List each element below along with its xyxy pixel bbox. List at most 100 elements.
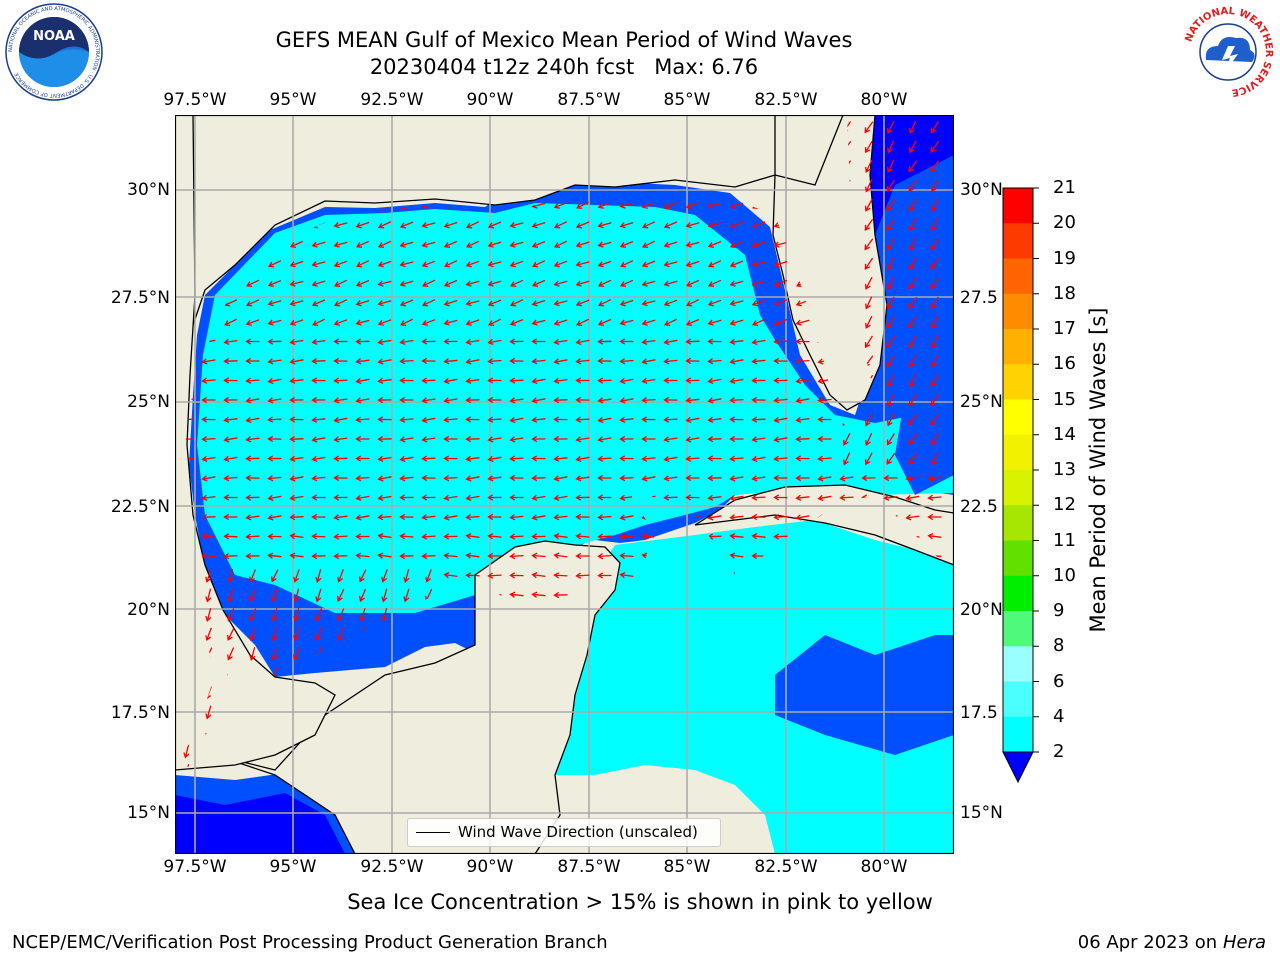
wind-wave-arrow: [201, 416, 216, 423]
wind-wave-arrow: [465, 552, 480, 559]
wind-wave-arrow: [487, 513, 502, 521]
wind-wave-arrow: [249, 647, 256, 662]
wind-wave-arrow: [267, 377, 282, 385]
wind-wave-arrow: [443, 299, 458, 307]
wind-wave-arrow: [355, 552, 370, 559]
wind-wave-arrow: [664, 201, 678, 209]
wind-wave-arrow: [641, 338, 656, 345]
wind-wave-arrow: [333, 279, 348, 287]
wind-wave-arrow: [842, 432, 851, 446]
wind-wave-arrow: [663, 455, 678, 463]
wind-wave-arrow: [487, 533, 502, 540]
wind-wave-arrow: [487, 241, 502, 248]
wind-wave-arrow: [707, 397, 722, 404]
wind-wave-arrow: [289, 475, 304, 482]
wind-wave-arrow: [707, 222, 722, 229]
wind-wave-arrow: [887, 276, 895, 291]
wind-wave-arrow: [751, 436, 766, 443]
wind-wave-arrow: [465, 221, 480, 229]
wind-wave-arrow: [377, 513, 392, 521]
wind-wave-arrow: [729, 533, 744, 540]
wind-wave-arrow: [333, 474, 348, 482]
wind-wave-arrow: [553, 319, 568, 326]
wind-wave-arrow: [355, 455, 370, 462]
wind-wave-arrow: [773, 377, 788, 384]
wind-wave-arrow: [333, 416, 348, 424]
wind-wave-arrow: [597, 474, 612, 482]
wind-wave-arrow: [597, 202, 612, 209]
wind-wave-arrow: [773, 241, 788, 248]
wind-wave-arrow: [619, 494, 634, 501]
wind-wave-arrow: [886, 238, 895, 251]
wind-wave-arrow: [465, 260, 480, 268]
lon-tick-top-3: 90°W: [466, 90, 514, 110]
wind-wave-arrow: [931, 315, 939, 329]
wind-wave-arrow: [333, 319, 348, 326]
lon-tick-bottom-0: 97.5°W: [163, 857, 227, 877]
wind-wave-arrow: [641, 300, 656, 307]
wind-wave-arrow: [532, 260, 546, 268]
wind-wave-arrow: [641, 475, 656, 482]
wind-wave-arrow: [289, 319, 304, 326]
wind-wave-arrow: [930, 394, 940, 407]
map-title: GEFS MEAN Gulf of Mexico Mean Period of …: [275, 28, 853, 52]
wind-wave-arrow: [399, 338, 414, 346]
wind-wave-arrow: [908, 413, 918, 426]
wind-wave-arrow: [865, 159, 873, 174]
wind-wave-arrow: [908, 160, 918, 173]
wind-wave-arrow: [403, 569, 410, 584]
wind-wave-arrow: [751, 358, 766, 365]
wind-wave-arrow: [487, 261, 502, 268]
wind-wave-arrow: [575, 338, 590, 346]
wind-wave-arrow: [267, 455, 282, 462]
wind-wave-arrow: [289, 280, 304, 287]
wind-wave-arrow: [377, 455, 392, 462]
wind-wave-arrow: [337, 608, 345, 622]
wind-wave-arrow: [531, 474, 546, 482]
wind-wave-arrow: [205, 705, 212, 720]
wind-wave-arrow: [597, 436, 612, 443]
wind-wave-arrow: [905, 494, 920, 502]
wind-wave-arrow: [333, 377, 348, 384]
wind-wave-arrow: [421, 338, 436, 345]
wind-wave-arrow: [355, 338, 370, 345]
wind-wave-arrow: [685, 318, 700, 326]
wind-wave-arrow: [289, 533, 304, 540]
wind-wave-arrow: [531, 591, 546, 598]
wind-wave-arrow: [443, 279, 458, 287]
gulf-of-mexico-map: [175, 115, 954, 854]
wind-wave-arrow: [399, 436, 414, 443]
wind-wave-arrow: [795, 514, 810, 521]
wind-wave-arrow: [443, 338, 458, 345]
wind-wave-arrow: [931, 452, 939, 466]
wind-wave-arrow: [465, 494, 480, 502]
wind-wave-arrow: [201, 475, 216, 482]
wind-wave-arrow: [311, 338, 326, 345]
wind-wave-arrow: [289, 396, 304, 404]
wind-wave-arrow: [619, 435, 634, 443]
wind-wave-arrow: [531, 494, 546, 502]
wind-wave-arrow: [597, 338, 612, 345]
wind-wave-arrow: [245, 533, 260, 540]
wind-wave-arrow: [509, 572, 524, 579]
wind-wave-arrow: [377, 358, 392, 365]
wind-wave-arrow: [201, 377, 216, 384]
wind-wave-arrow: [337, 627, 344, 642]
wind-wave-arrow: [930, 140, 940, 153]
wind-wave-arrow: [333, 397, 348, 404]
footer-host: Hera: [1222, 932, 1266, 953]
wind-wave-arrow: [773, 318, 788, 326]
wind-wave-arrow: [377, 240, 392, 248]
wind-wave-arrow: [930, 432, 939, 446]
lat-tick-left-5: 17.5°N: [110, 703, 170, 723]
wind-wave-arrow: [931, 218, 939, 232]
wind-wave-arrow: [908, 316, 918, 329]
wind-wave-arrow: [817, 416, 832, 423]
wind-wave-arrow: [575, 358, 590, 365]
wind-wave-arrow: [887, 393, 895, 408]
wind-wave-arrow: [575, 416, 590, 423]
wind-wave-arrow: [864, 218, 874, 231]
wind-wave-arrow: [355, 319, 370, 326]
wind-wave-arrow: [864, 276, 873, 290]
wind-wave-arrow: [355, 240, 370, 248]
